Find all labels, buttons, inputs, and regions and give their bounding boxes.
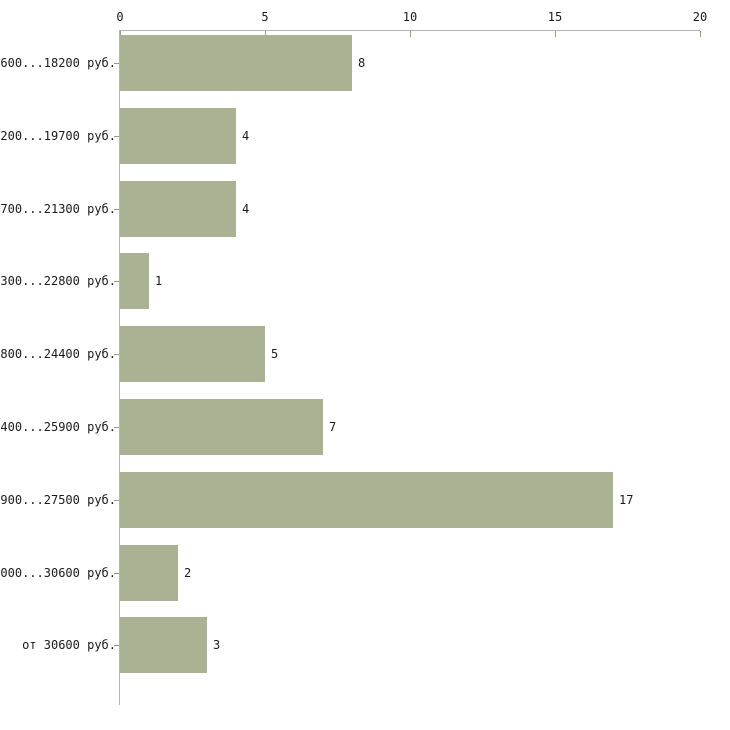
x-axis-tick-label: 5 [261,10,269,24]
bar[interactable] [120,544,178,601]
bar-value-label: 4 [242,201,250,216]
y-axis-category-label: 25900...27500 руб. [0,492,116,507]
bar-value-label: 5 [271,347,279,362]
bar-value-label: 4 [242,128,250,143]
bar-value-label: 1 [155,274,163,289]
bar[interactable] [120,471,613,528]
x-axis-tick [555,31,556,37]
bar[interactable] [120,617,207,674]
bar[interactable] [120,326,265,383]
y-axis-tick [114,281,119,283]
x-axis-tick [700,31,701,37]
y-axis-tick [114,499,119,501]
y-axis-tick [114,354,119,356]
y-axis-category-label: 29000...30600 руб. [0,565,116,580]
x-axis-tick-label: 0 [116,10,124,24]
bar-value-label: 3 [213,638,221,653]
bar-value-label: 7 [329,420,337,434]
bar[interactable] [120,399,323,455]
y-axis-tick [114,63,119,64]
y-axis-category-label: 22800...24400 руб. [0,347,116,362]
x-axis-tick [410,31,411,37]
bar[interactable] [120,35,352,91]
bar-value-label: 8 [358,56,366,70]
x-axis-line [120,30,700,31]
y-axis-tick [114,427,119,428]
x-axis-tick-label: 15 [547,10,563,24]
bar-value-label: 2 [184,565,192,580]
y-axis-category-label: от 30600 руб. [22,638,116,653]
y-axis-category-label: 24400...25900 руб. [0,420,116,434]
y-axis-tick [114,208,119,210]
bar-value-label: 17 [619,492,634,507]
bar[interactable] [120,253,149,310]
y-axis-category-label: 21300...22800 руб. [0,274,116,289]
y-axis-tick [114,135,119,137]
y-axis-category-label: 16600...18200 руб. [0,56,116,70]
y-axis-category-label: 18200...19700 руб. [0,128,116,143]
x-axis-tick [120,31,121,37]
y-axis-category-label: 19700...21300 руб. [0,201,116,216]
bar[interactable] [120,107,236,164]
y-axis-tick [114,572,119,574]
y-axis-tick [114,645,119,647]
bar[interactable] [120,180,236,237]
x-axis-tick-label: 10 [402,10,418,24]
x-axis-tick [265,31,266,37]
y-axis-line [119,30,120,705]
x-axis-tick-label: 20 [692,10,708,24]
